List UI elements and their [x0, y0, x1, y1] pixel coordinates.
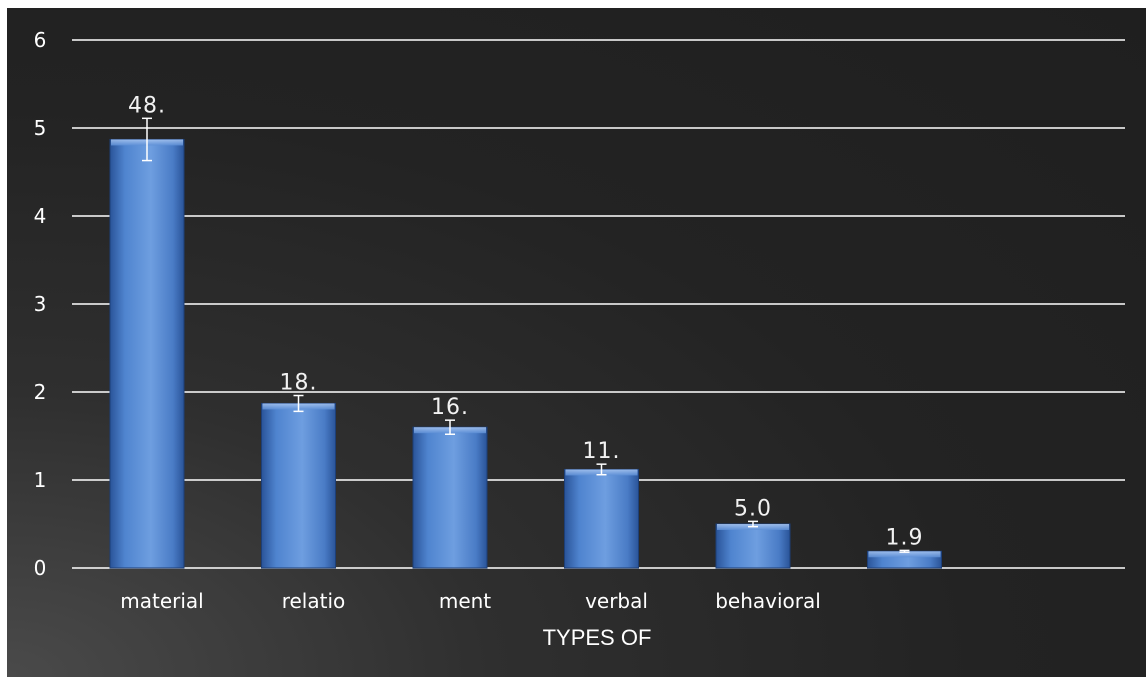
data-label: 11.	[583, 439, 621, 464]
bar	[715, 523, 791, 569]
bar	[412, 426, 488, 569]
x-tick-label: verbal	[585, 589, 648, 613]
y-tick-label: 0	[34, 556, 47, 580]
y-axis-ticks: 0 1 2 3 4 5 6	[34, 28, 47, 580]
y-tick-label: 1	[34, 468, 47, 492]
data-label: 16.	[431, 395, 469, 420]
bar	[109, 138, 185, 569]
data-label: 48.	[128, 93, 166, 118]
bars	[109, 117, 942, 569]
bar-chart: 0 1 2 3 4 5 6 48. 18. 16. 11. 5.0 1.9 material relat…	[34, 28, 1125, 650]
data-label: 18.	[280, 371, 318, 396]
x-tick-label: ment	[439, 589, 491, 613]
y-tick-label: 2	[34, 380, 47, 404]
y-tick-label: 6	[34, 28, 47, 52]
gridlines	[72, 39, 1125, 569]
y-tick-label: 4	[34, 204, 47, 228]
data-label: 1.9	[886, 525, 924, 550]
bar	[564, 468, 639, 569]
x-tick-label: behavioral	[715, 589, 821, 613]
chart-frame: 0 1 2 3 4 5 6 48. 18. 16. 11. 5.0 1.9 material relat…	[7, 8, 1146, 677]
x-axis-title: TYPES OF	[543, 625, 652, 650]
data-label: 5.0	[734, 496, 772, 521]
data-labels: 48. 18. 16. 11. 5.0 1.9	[128, 93, 924, 550]
x-tick-label: relatio	[282, 589, 346, 613]
bar-highlight	[868, 551, 941, 558]
y-tick-label: 3	[34, 292, 47, 316]
x-axis-ticks: material relatio ment verbal behavioral	[120, 589, 821, 613]
y-tick-label: 5	[34, 116, 47, 140]
bar	[261, 402, 336, 569]
x-tick-label: material	[120, 589, 203, 613]
